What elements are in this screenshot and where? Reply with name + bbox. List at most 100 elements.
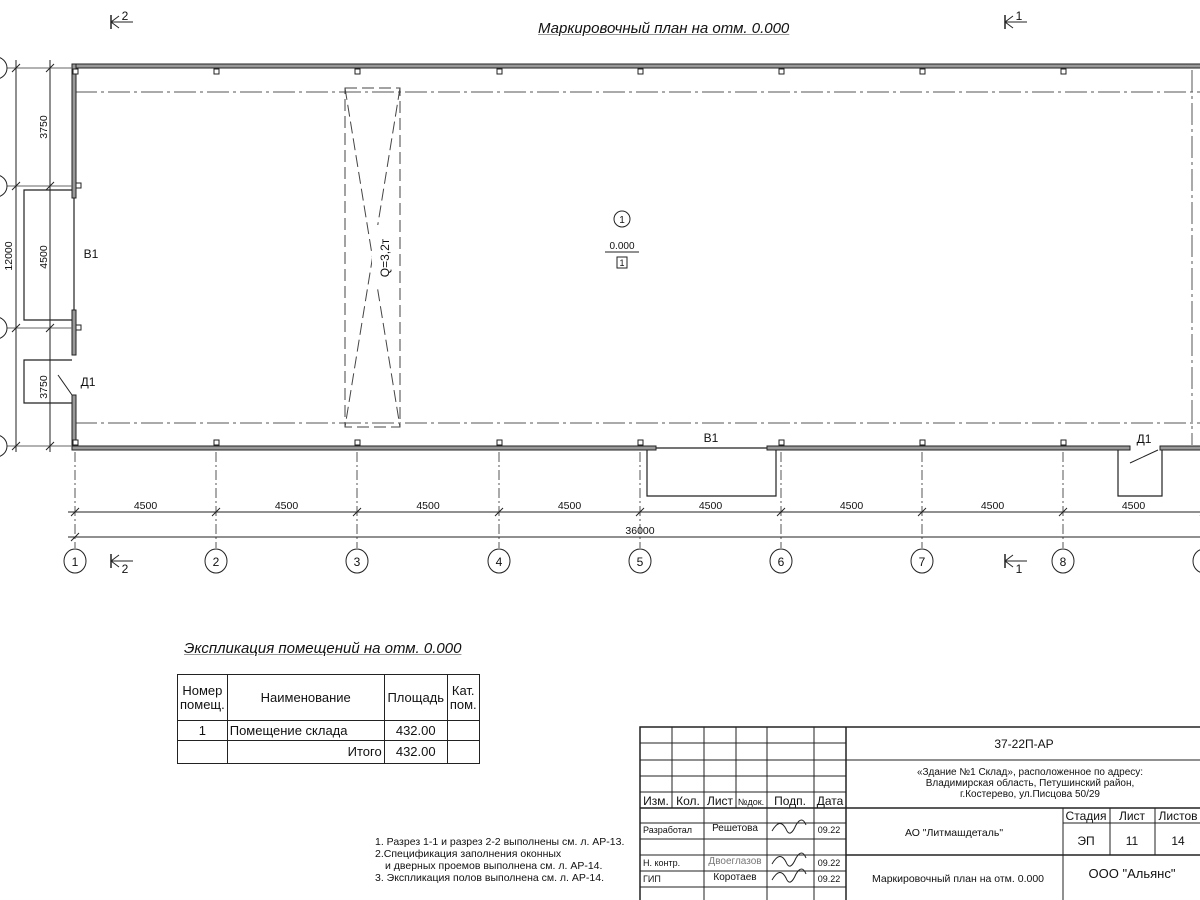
bay-dimension: 4500	[134, 500, 158, 512]
axis-label: 2	[213, 555, 220, 569]
axis-bubble	[1192, 549, 1200, 573]
dimension: 3750	[38, 375, 50, 399]
section-mark	[1004, 560, 1014, 568]
bay-dimension: 4500	[558, 500, 582, 512]
section-mark	[1004, 15, 1014, 23]
column	[496, 439, 503, 446]
total-area: 432.00	[383, 740, 448, 764]
column	[72, 439, 79, 446]
column	[637, 68, 644, 75]
dimension-total: 12000	[3, 241, 15, 270]
axis-label: 6	[778, 555, 785, 569]
dim-tick	[11, 323, 21, 333]
wall-bottom	[71, 445, 657, 451]
dim-tick	[776, 507, 786, 517]
axis-bubble	[0, 317, 8, 339]
stage-value: ЭП	[1077, 834, 1094, 848]
axis-bubble	[345, 548, 369, 574]
dimension: 3750	[38, 115, 50, 139]
axis-label: 5	[637, 555, 644, 569]
axis-bubble	[204, 548, 228, 574]
header-area: Площадь	[383, 674, 448, 721]
note: 1. Разрез 1-1 и разрез 2-2 выполнены см.…	[375, 836, 625, 848]
window-left-outline	[23, 189, 72, 321]
tb-name: Двоеглазов	[708, 856, 761, 867]
organization: ООО "Альянс"	[1089, 866, 1176, 881]
wall-left	[71, 63, 77, 199]
explication-table: Номер помещ. Наименование Площадь Кат. п…	[177, 674, 480, 764]
dim-tick	[11, 441, 21, 451]
tb-header: Подп.	[774, 794, 806, 808]
room-level: 0.000	[609, 241, 634, 252]
column	[75, 182, 82, 189]
column	[919, 439, 926, 446]
dim-tick	[45, 63, 55, 73]
tb-date: 09.22	[818, 825, 841, 835]
section-label: 1	[1016, 562, 1023, 576]
dim-tick	[45, 441, 55, 451]
stage-header: Лист	[1119, 809, 1146, 823]
title-block	[639, 726, 1200, 900]
dim-tick	[211, 507, 221, 517]
cell-area: 432.00	[383, 720, 448, 741]
dimension: 4500	[38, 245, 50, 269]
stage-header: Листов	[1159, 809, 1198, 823]
tb-role: Н. контр.	[643, 858, 680, 868]
total-dimension: 36000	[625, 525, 654, 537]
axis-bubble	[487, 548, 511, 574]
project-code: 37-22П-АР	[994, 737, 1053, 751]
tb-header: Дата	[817, 794, 844, 808]
section-mark	[110, 560, 120, 568]
door-label: Д1	[81, 375, 96, 389]
crane-capacity: Q=3,2т	[378, 238, 392, 277]
room-number: 1	[619, 215, 625, 226]
dim-tick	[1058, 507, 1068, 517]
column	[72, 68, 79, 75]
drawing-title: Маркировочный план на отм. 0.000	[538, 20, 790, 37]
cell-name: Помещение склада	[226, 720, 385, 741]
sheets-value: 14	[1171, 834, 1185, 848]
column	[1060, 68, 1067, 75]
axis-bubble	[0, 435, 8, 457]
axis-bubble	[769, 548, 793, 574]
section-label: 2	[122, 9, 129, 23]
door-left-outline	[23, 359, 72, 404]
column	[213, 439, 220, 446]
sheet-value: 11	[1126, 834, 1139, 848]
axis-label: 8	[1060, 555, 1067, 569]
note: 2.Спецификация заполнения оконных	[375, 848, 562, 860]
section-mark	[110, 21, 120, 29]
dim-tick	[635, 507, 645, 517]
notes: 1. Разрез 1-1 и разрез 2-2 выполнены см.…	[375, 836, 624, 884]
tb-header: Изм.	[643, 794, 669, 808]
total-row: Итого 432.00	[177, 740, 480, 764]
wall-bottom	[766, 445, 1131, 451]
section-mark	[110, 554, 120, 562]
tb-date: 09.22	[818, 858, 841, 868]
header-name: Наименование	[226, 674, 385, 721]
crane-outline	[344, 87, 401, 428]
axis-label: 1	[72, 555, 79, 569]
stage-header: Стадия	[1066, 809, 1107, 823]
axis-bubble	[1051, 548, 1075, 574]
explication-title: Экспликация помещений на отм. 0.000	[184, 640, 462, 657]
bay-dimension: 4500	[840, 500, 864, 512]
wall-bottom	[1159, 445, 1200, 451]
cell-number: 1	[177, 720, 228, 741]
axis-label: 4	[496, 555, 503, 569]
axis-bubble	[0, 57, 8, 79]
room-marker	[613, 210, 631, 228]
tb-header: Лист	[707, 794, 734, 808]
object-description: г.Костерево, ул.Писцова 50/29	[960, 789, 1100, 800]
section-mark	[1004, 554, 1014, 562]
section-mark	[110, 15, 120, 23]
object-description: Владимирская область, Петушинский район,	[926, 777, 1135, 789]
cell-empty	[446, 740, 480, 764]
door-leaf	[1129, 449, 1159, 464]
total-label: Итого	[226, 740, 385, 764]
tb-date: 09.22	[818, 874, 841, 884]
bay-dimension: 4500	[1122, 500, 1146, 512]
sheet-title: Маркировочный план на отм. 0.000	[872, 873, 1044, 885]
column	[778, 68, 785, 75]
axis-bubble	[910, 548, 934, 574]
